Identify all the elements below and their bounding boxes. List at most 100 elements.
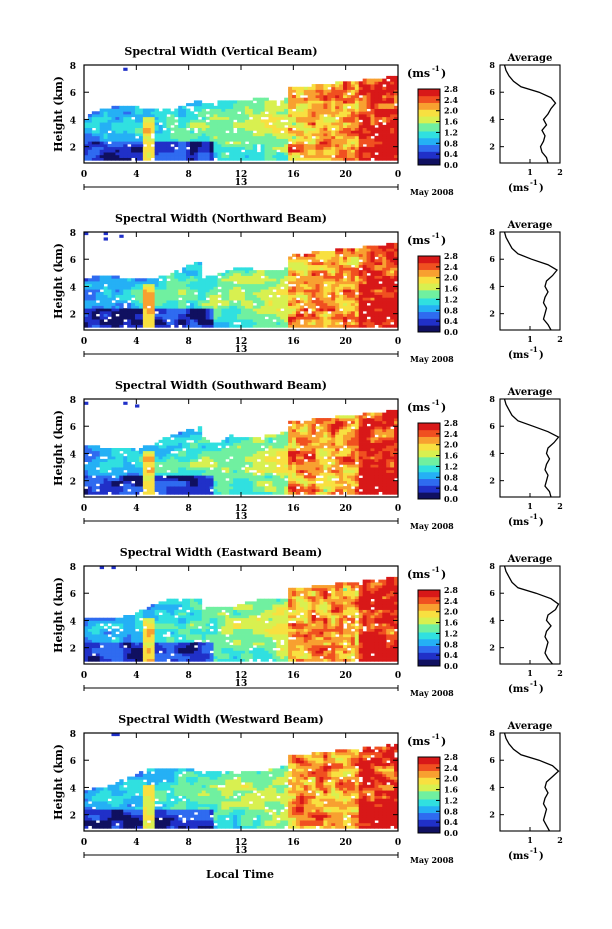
heatmap-cell (268, 272, 273, 276)
heatmap-cell (131, 491, 136, 495)
heatmap-cell (146, 477, 152, 482)
heatmap-cell (107, 477, 112, 482)
heatmap-cell (150, 294, 156, 298)
heatmap-cell (103, 278, 108, 282)
heatmap-cell (284, 152, 289, 156)
heatmap-cell (390, 122, 395, 126)
heatmap-cell (276, 138, 281, 142)
heatmap-cell (103, 469, 108, 473)
heatmap-cell (229, 100, 234, 104)
heatmap-cell (201, 316, 207, 320)
heatmap-cell (272, 152, 277, 156)
heatmap-cell (217, 461, 222, 465)
heatmap-cell (197, 467, 203, 471)
heatmap-cell (350, 275, 356, 279)
heatmap-cell (170, 281, 175, 285)
heatmap-cell (268, 464, 273, 468)
heatmap-cell (244, 146, 250, 150)
heatmap-cell (303, 143, 309, 148)
heatmap-cell (303, 475, 309, 479)
heatmap-cell (237, 286, 242, 290)
heatmap-cell (91, 281, 97, 285)
heatmap-cell (237, 278, 242, 282)
heatmap-cell (115, 281, 120, 285)
heatmap-cell (115, 321, 120, 325)
heatmap-cell (91, 480, 97, 484)
heatmap-cell (138, 305, 144, 309)
heatmap-cell (343, 81, 348, 85)
heatmap-cell (327, 321, 332, 325)
heatmap-cell (311, 119, 316, 123)
heatmap-cell (370, 100, 375, 104)
heatmap-cell (135, 154, 140, 158)
heatmap-cell (111, 122, 116, 126)
heatmap-cell (241, 491, 246, 495)
heatmap-cell (311, 477, 316, 482)
heatmap-cell (327, 275, 332, 279)
heatmap-cell (362, 281, 368, 285)
heatmap-cell (142, 135, 148, 139)
heatmap-cell (311, 256, 316, 260)
heatmap-cell (260, 475, 265, 479)
heatmap-cell (107, 464, 112, 468)
heatmap-cell (162, 275, 167, 279)
heatmap-cell (276, 310, 281, 315)
heatmap-cell (299, 316, 305, 320)
heatmap-cell (205, 321, 211, 325)
heatmap-cell (390, 281, 395, 285)
heatmap-cell (241, 135, 246, 139)
heatmap-cell (138, 289, 144, 293)
heatmap-cell (390, 275, 395, 279)
heatmap-cell (193, 278, 199, 282)
heatmap-cell (390, 245, 395, 249)
heatmap-cell (346, 89, 352, 93)
heatmap-cell (197, 442, 203, 446)
heatmap-cell (370, 310, 375, 315)
heatmap-cell (295, 434, 301, 438)
heatmap-cell (123, 483, 128, 487)
heatmap-cell (225, 157, 230, 161)
heatmap-cell (193, 456, 199, 460)
heatmap-cell (382, 111, 387, 115)
heatmap-cell (166, 275, 171, 279)
heatmap-cell (237, 437, 242, 441)
heatmap-cell (225, 297, 230, 301)
heatmap-cell (201, 122, 207, 126)
heatmap-cell (358, 111, 364, 115)
heatmap-cell (311, 127, 316, 131)
heatmap-cell (343, 143, 348, 148)
heatmap-cell (280, 300, 285, 304)
heatmap-cell (241, 270, 246, 274)
heatmap-cell (303, 313, 309, 317)
heatmap-cell (91, 464, 97, 468)
heatmap-cell (311, 264, 316, 268)
heatmap-cell (182, 469, 187, 473)
heatmap-cell (95, 149, 101, 153)
heatmap-cell (189, 264, 195, 268)
heatmap-cell (327, 157, 332, 161)
colorbar-segment (418, 133, 440, 136)
heatmap-cell (150, 154, 156, 158)
heatmap-cell (138, 458, 144, 463)
heatmap-cell (327, 313, 332, 317)
heatmap-cell (276, 275, 281, 279)
heatmap-cell (346, 248, 352, 252)
heatmap-cell (280, 275, 285, 279)
heatmap-cell (225, 100, 230, 104)
heatmap-cell (213, 300, 218, 304)
heatmap-cell (131, 486, 136, 490)
heatmap-cell (335, 89, 340, 93)
heatmap-cell (374, 116, 379, 120)
heatmap-cell (327, 143, 332, 148)
heatmap-cell (221, 283, 226, 287)
heatmap-cell (374, 103, 379, 107)
heatmap-cell (213, 108, 218, 112)
heatmap-cell (272, 143, 277, 148)
heatmap-cell (162, 297, 167, 301)
heatmap-cell (162, 321, 167, 325)
heatmap-cell (178, 483, 183, 487)
heatmap-cell (182, 114, 187, 118)
heatmap-cell (229, 286, 234, 290)
heatmap-cell (95, 445, 101, 449)
heatmap-cell (111, 453, 116, 457)
